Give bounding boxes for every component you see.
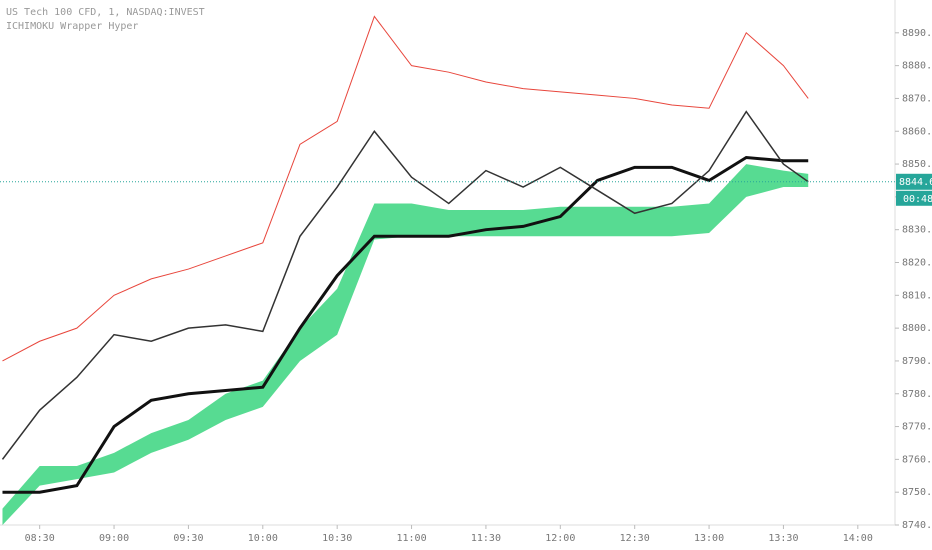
y-tick-label: 8810.0 xyxy=(902,290,932,301)
line xyxy=(2,155,809,494)
x-tick-label: 12:00 xyxy=(545,533,575,544)
x-tick-label: 08:30 xyxy=(25,533,55,544)
line xyxy=(1,110,809,460)
y-tick-label: 8890.0 xyxy=(902,28,932,39)
last-price-tag xyxy=(896,173,932,190)
y-tick-label: 8880.0 xyxy=(902,61,932,72)
x-tick-label: 13:30 xyxy=(768,533,798,544)
indicator-title: ICHIMOKU Wrapper Hyper xyxy=(6,21,138,32)
y-tick-label: 8870.0 xyxy=(902,93,932,104)
y-tick-label: 8770.0 xyxy=(902,422,932,433)
y-tick-label: 8860.0 xyxy=(902,126,932,137)
y-tick-label: 8800.0 xyxy=(902,323,932,334)
x-tick-label: 11:30 xyxy=(471,533,501,544)
symbol-title: US Tech 100 CFD, 1, NASDAQ:INVEST xyxy=(6,7,205,18)
y-tick-label: 8750.0 xyxy=(902,487,932,498)
countdown-tag xyxy=(896,190,932,206)
x-tick-label: 11:00 xyxy=(396,533,426,544)
x-tick-label: 09:30 xyxy=(173,533,203,544)
y-tick-label: 8740.0 xyxy=(902,520,932,531)
y-tick-label: 8850.0 xyxy=(902,159,932,170)
y-tick-label: 8760.0 xyxy=(902,454,932,465)
y-tick-label: 8780.0 xyxy=(902,389,932,400)
x-tick-label: 12:30 xyxy=(620,533,650,544)
x-tick-label: 13:00 xyxy=(694,533,724,544)
last-price-label: 8844.6 xyxy=(899,177,932,188)
y-tick-label: 8820.0 xyxy=(902,258,932,269)
x-tick-label: 10:00 xyxy=(248,533,278,544)
line xyxy=(2,15,809,362)
y-tick-label: 8790.0 xyxy=(902,356,932,367)
x-tick-label: 10:30 xyxy=(322,533,352,544)
y-tick-label: 8830.0 xyxy=(902,225,932,236)
x-tick-label: 09:00 xyxy=(99,533,129,544)
x-tick-label: 14:00 xyxy=(843,533,873,544)
countdown-label: 00:48 xyxy=(903,194,932,205)
